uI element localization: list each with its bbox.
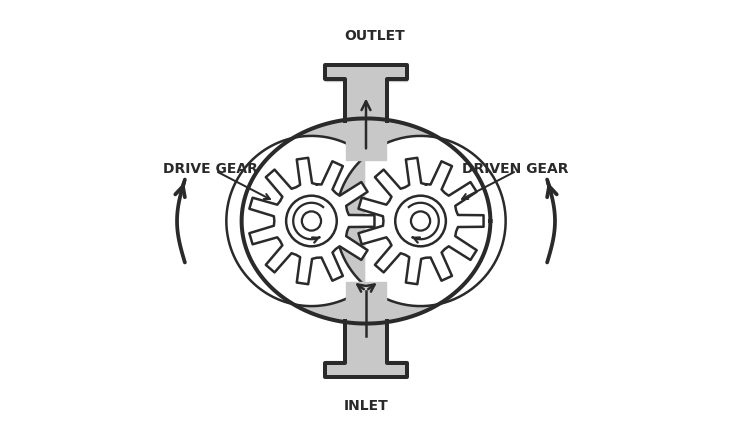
- Polygon shape: [345, 121, 387, 143]
- Circle shape: [286, 196, 337, 246]
- Circle shape: [411, 211, 430, 231]
- Polygon shape: [345, 121, 387, 143]
- Circle shape: [395, 196, 446, 246]
- Polygon shape: [226, 136, 506, 306]
- Circle shape: [302, 211, 321, 231]
- Polygon shape: [324, 319, 408, 375]
- Polygon shape: [359, 158, 484, 284]
- Text: INLET: INLET: [343, 399, 389, 413]
- Polygon shape: [242, 118, 490, 324]
- Text: DRIVEN GEAR: DRIVEN GEAR: [463, 162, 569, 175]
- Polygon shape: [346, 140, 386, 160]
- Polygon shape: [346, 282, 386, 302]
- Polygon shape: [250, 158, 375, 284]
- Text: DRIVE GEAR: DRIVE GEAR: [163, 162, 258, 175]
- Text: OUTLET: OUTLET: [344, 29, 405, 43]
- Polygon shape: [324, 67, 408, 123]
